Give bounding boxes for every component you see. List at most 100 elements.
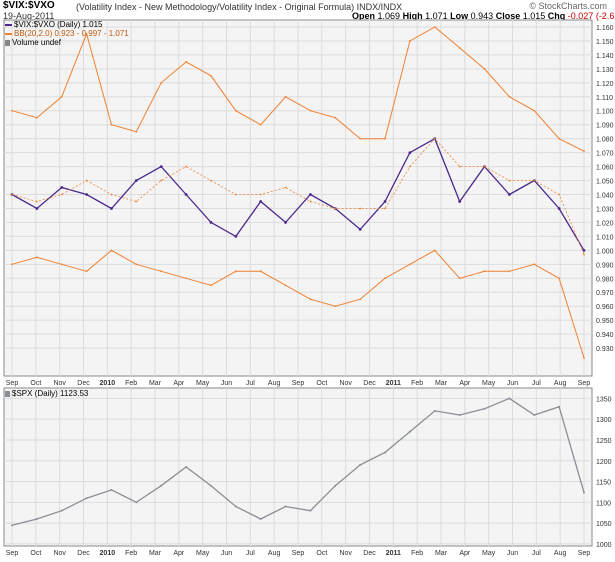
- series-middle-band-point: [409, 165, 411, 168]
- series-middle-band-point: [35, 200, 38, 203]
- panel-2-xtick-label: Dec: [77, 550, 90, 557]
- panel-1-ytick-label: 1.140: [596, 53, 614, 60]
- panel-2-xtick-label: Jun: [221, 550, 232, 557]
- panel-2-ytick-label: 1050: [596, 521, 612, 528]
- panel-1-ytick-label: 1.120: [596, 81, 614, 88]
- series-spx-point: [334, 484, 337, 487]
- series-lower-band-point: [85, 270, 88, 273]
- panel-1-xtick-label: Nov: [53, 380, 66, 387]
- series-spx-point: [558, 405, 561, 408]
- panel-1-xtick-label: May: [482, 380, 496, 387]
- series-lower-band-point: [60, 263, 63, 266]
- panel-1-xtick-label: Sep: [578, 380, 591, 387]
- series-lower-band-line: [11, 249, 585, 359]
- panel-1-xtick-label: 2011: [386, 380, 401, 387]
- quote-bar: Open 1.069 High 1.071 Low 0.943 Close 1.…: [352, 11, 615, 21]
- low-value: 0.943: [470, 11, 494, 21]
- panel-1-ytick-label: 0.950: [596, 318, 614, 325]
- series-upper-band-point: [409, 40, 411, 42]
- panel-2-ytick-label: 1000: [596, 542, 612, 549]
- series-upper-band-point: [234, 109, 237, 112]
- panel-2-xtick-label: Oct: [30, 550, 41, 557]
- panel-2-xtick-label: Oct: [316, 550, 327, 557]
- panel-1-xtick-label: Mar: [149, 380, 162, 387]
- legend-bb: BB(20,2.0) 0.923 - 0.997 - 1.071: [5, 29, 129, 38]
- series-upper-band-point: [583, 150, 585, 153]
- open-value: 1.069: [377, 11, 401, 21]
- panel-1-ytick-label: 1.050: [596, 179, 614, 186]
- panel-2-xtick-label: Jul: [532, 550, 541, 557]
- panel-1-xtick-label: Oct: [316, 380, 327, 387]
- panel-2-ytick-label: 1250: [596, 438, 612, 445]
- series-middle-band-point: [433, 137, 436, 140]
- series-lower-band-point: [508, 270, 511, 273]
- series-spx-point: [309, 509, 312, 512]
- panel-2-xtick-label: Jun: [507, 550, 518, 557]
- panel-2-ytick-label: 1200: [596, 459, 612, 466]
- panel-1-xtick-label: Jun: [507, 380, 518, 387]
- panel-2-ytick-label: 1350: [596, 396, 612, 403]
- series-spx-point: [35, 517, 38, 520]
- panel-1-xtick-label: Mar: [435, 380, 448, 387]
- spx-icon: [5, 390, 10, 397]
- panel-1-ytick-label: 1.110: [596, 95, 613, 102]
- series-upper-band-point: [384, 137, 386, 140]
- series-ratio-point: [408, 151, 412, 155]
- series-ratio-point: [383, 200, 387, 203]
- series-upper-band-point: [309, 109, 312, 112]
- legend-bb-swatch: [5, 32, 12, 35]
- chart-description: (Volatility Index - New Methodology/Vola…: [76, 2, 403, 12]
- legend-volume-label: Volume undef: [12, 38, 61, 47]
- series-ratio-point: [85, 193, 89, 196]
- panel-1-ytick-label: 1.060: [596, 165, 614, 172]
- panel-1-xtick-label: Dec: [363, 380, 376, 387]
- series-upper-band-point: [359, 137, 362, 140]
- series-lower-band-point: [384, 277, 386, 280]
- panel-1-xtick-label: Sep: [6, 380, 19, 387]
- series-spx-point: [135, 501, 138, 504]
- series-spx-point: [583, 491, 585, 494]
- series-ratio-point: [284, 221, 287, 224]
- series-spx-point: [85, 497, 88, 500]
- panel-2-xtick-label: Sep: [578, 550, 591, 557]
- series-middle-band-point: [11, 193, 13, 196]
- series-lower-band-point: [483, 270, 486, 273]
- legend-ratio-swatch: [5, 23, 12, 26]
- panel-2-xtick-label: Sep: [6, 550, 19, 557]
- panel-1-ytick-label: 1.070: [596, 151, 614, 158]
- series-upper-band-point: [110, 123, 113, 126]
- panel-2-xtick-label: Apr: [173, 550, 185, 557]
- panel-1-xtick-label: May: [196, 380, 210, 387]
- series-middle-band-point: [110, 193, 113, 196]
- series-ratio-point: [209, 221, 213, 224]
- panel-2-xtick-label: Jul: [246, 550, 255, 557]
- panel-2-xtick-label: Sep: [292, 550, 305, 557]
- series-spx-point: [160, 484, 163, 487]
- series-upper-band-point: [135, 130, 138, 133]
- series-upper-band-point: [185, 60, 187, 63]
- panel-1-ytick-label: 0.930: [596, 346, 614, 353]
- panel-1-ytick-label: 0.990: [596, 262, 614, 269]
- panel-1-xtick-label: Nov: [339, 380, 352, 387]
- legend-volume: Volume undef: [5, 38, 61, 47]
- stockcharts-watermark: © StockCharts.com: [529, 1, 607, 11]
- panel-1-ytick-label: 0.940: [596, 332, 614, 339]
- panel-1-ytick-label: 1.150: [596, 39, 614, 46]
- series-ratio-point: [60, 186, 64, 189]
- series-lower-band-point: [160, 270, 163, 273]
- series-middle-band-point: [533, 179, 536, 182]
- series-upper-band-point: [433, 26, 436, 28]
- panel-1-ytick-label: 1.080: [596, 137, 614, 144]
- series-upper-band-point: [85, 33, 88, 35]
- series-middle-band-point: [234, 193, 237, 196]
- series-middle-band-point: [359, 207, 362, 210]
- series-middle-band-point: [583, 253, 585, 256]
- high-value: 1.071: [425, 11, 448, 21]
- series-upper-band-point: [210, 74, 212, 77]
- chg-value: -0.027 (-2.61%): [567, 11, 615, 21]
- panel-1-ytick-label: 1.100: [596, 109, 614, 116]
- series-lower-band-point: [234, 270, 237, 273]
- series-middle-band-point: [85, 179, 88, 182]
- panel-1-ytick-label: 1.130: [596, 67, 614, 74]
- series-spx-point: [185, 466, 188, 468]
